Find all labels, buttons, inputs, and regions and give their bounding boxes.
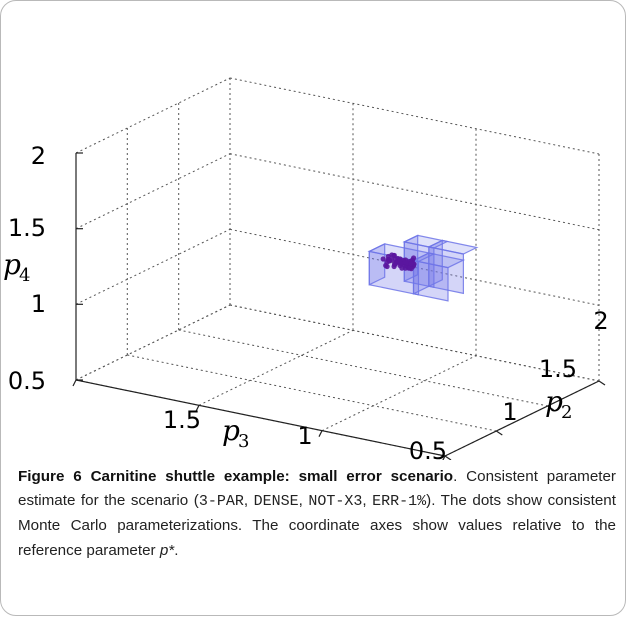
caption-code-dense: DENSE	[253, 493, 299, 511]
y-tick-mark	[598, 380, 606, 386]
x-axis-line	[75, 379, 446, 457]
z-axis-subscript: 4	[19, 265, 30, 286]
left-wall-grid-line	[75, 304, 231, 381]
x-tick-mark	[442, 455, 446, 460]
grid-lines	[72, 77, 606, 460]
z-tick-0-5: 0.5	[8, 367, 46, 395]
caption-reference-parameter: p*	[159, 541, 175, 559]
x-tick-mark	[195, 405, 200, 412]
x-tick-mark	[72, 379, 77, 387]
back-wall-grid-line	[229, 77, 600, 155]
monte-carlo-point	[392, 261, 398, 268]
region-side-face	[368, 242, 386, 286]
x-tick-0-5: 0.5	[409, 437, 447, 460]
region-side-face	[428, 239, 443, 288]
monte-carlo-point	[380, 256, 386, 262]
x-axis-subscript: 3	[238, 431, 249, 452]
3d-scatter-plot: 2 1.5 1 0.5 p 4 1.5 1 0.5 p 3 2 1.5 1 p …	[3, 77, 609, 460]
z-axis-label: p	[3, 248, 21, 281]
left-wall-grid-line	[75, 153, 231, 230]
monte-carlo-point	[411, 255, 417, 261]
x-axis-label: p	[222, 414, 240, 447]
floor-grid-line	[198, 329, 354, 406]
caption-text-1: . Consistent parameter estimate for the …	[18, 468, 616, 510]
caption-label: Figure 6 Carnitine shuttle example: smal…	[18, 468, 454, 485]
y-tick-2: 2	[593, 307, 608, 335]
caption-sep-2: ,	[298, 492, 309, 510]
y-axis-subscript: 2	[561, 402, 572, 423]
monte-carlo-point	[387, 257, 393, 264]
y-axis-line	[444, 380, 600, 457]
floor-grid-line	[321, 355, 477, 432]
caption-code-err: ERR-1%	[372, 493, 427, 511]
z-tick-2: 2	[31, 142, 46, 170]
monte-carlo-points	[380, 252, 417, 272]
y-tick-mark	[547, 405, 555, 411]
x-tick-1: 1	[297, 422, 312, 450]
caption-sep-1: ,	[243, 492, 254, 510]
caption-text-3: .	[174, 541, 179, 559]
monte-carlo-point	[399, 265, 405, 271]
left-wall-grid-line	[75, 228, 231, 305]
caption-code-not-x3: NOT-X3	[308, 493, 363, 511]
caption-code-3-par: 3-PAR	[198, 493, 244, 511]
z-tick-1: 1	[31, 290, 46, 318]
monte-carlo-point	[408, 261, 414, 267]
y-tick-mark	[495, 430, 503, 436]
z-tick-1-5: 1.5	[8, 214, 46, 242]
monte-carlo-point	[398, 260, 404, 267]
floor-grid-line	[178, 329, 548, 407]
monte-carlo-point	[389, 252, 395, 258]
back-wall-grid-line	[229, 153, 600, 231]
caption-text-2: ). The dots show consistent Monte Carlo …	[18, 492, 616, 559]
y-tick-1: 1	[502, 398, 517, 426]
y-tick-1-5: 1.5	[539, 355, 577, 383]
y-axis-label: p	[545, 385, 563, 418]
caption-sep-3: ,	[362, 492, 373, 510]
left-wall-grid-line	[75, 77, 231, 154]
x-tick-mark	[318, 430, 323, 437]
y-tick-mark	[444, 455, 452, 460]
x-tick-1-5: 1.5	[163, 406, 201, 434]
monte-carlo-point	[383, 262, 389, 269]
figure-caption: Figure 6 Carnitine shuttle example: smal…	[18, 465, 616, 563]
